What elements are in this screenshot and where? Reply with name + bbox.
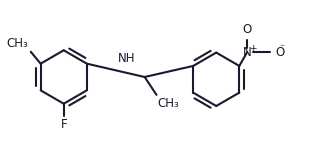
Text: +: + [249, 44, 256, 53]
Text: O: O [243, 23, 252, 36]
Text: ⁻: ⁻ [279, 43, 284, 53]
Text: N: N [243, 46, 252, 59]
Text: NH: NH [118, 52, 135, 65]
Text: CH₃: CH₃ [6, 37, 28, 50]
Text: O: O [275, 46, 284, 59]
Text: CH₃: CH₃ [158, 97, 179, 110]
Text: F: F [60, 118, 67, 131]
